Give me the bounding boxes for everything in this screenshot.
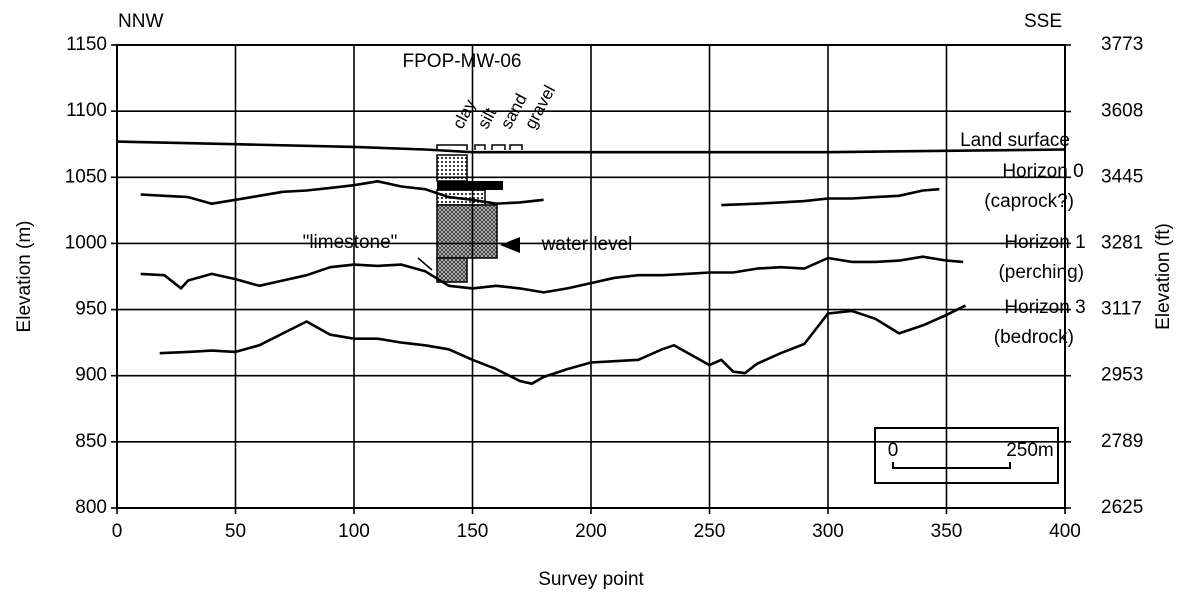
annotation: 0 [888, 440, 899, 461]
series-line [140, 255, 964, 294]
annotation: (bedrock) [994, 327, 1074, 348]
x-tick-label: 100 [338, 521, 370, 542]
series-label: Horizon 3 [1004, 297, 1085, 318]
x-axis-title: Survey point [538, 569, 644, 590]
annotation: NNW [118, 11, 163, 32]
well-log [417, 144, 523, 283]
annotation: (caprock?) [984, 191, 1074, 212]
annotation: water level [541, 234, 633, 255]
y2-axis-title: Elevation (ft) [1153, 223, 1174, 330]
series-label: Horizon 1 [1004, 232, 1085, 253]
x-tick-label: 350 [931, 521, 963, 542]
y-axis-title: Elevation (m) [14, 221, 35, 333]
y2-tick-label: 3773 [1101, 34, 1143, 55]
x-tick-label: 50 [225, 521, 246, 542]
annotation: FPOP-MW-06 [403, 51, 522, 72]
y2-tick-label: 2953 [1101, 365, 1143, 386]
x-tick-label: 200 [575, 521, 607, 542]
x-tick-label: 400 [1049, 521, 1081, 542]
y2-tick-label: 3281 [1101, 232, 1143, 253]
y-tick-label: 1050 [65, 166, 107, 187]
series-label: Horizon 0 [1002, 161, 1083, 182]
y-tick-label: 1000 [65, 232, 107, 253]
y-tick-label: 800 [75, 497, 107, 518]
y-tick-label: 950 [75, 299, 107, 320]
y-tick-label: 850 [75, 431, 107, 452]
x-tick-label: 300 [812, 521, 844, 542]
annotation: SSE [1024, 11, 1062, 32]
series-label: Land surface [960, 130, 1070, 151]
annotation: 250m [1006, 440, 1054, 461]
y2-tick-label: 3445 [1101, 166, 1143, 187]
series-line [140, 180, 940, 207]
y2-tick-label: 2789 [1101, 431, 1143, 452]
x-tick-label: 250 [694, 521, 726, 542]
x-tick-label: 150 [457, 521, 489, 542]
annotation: "limestone" [303, 232, 398, 253]
y-tick-label: 900 [75, 365, 107, 386]
annotation: clay [449, 96, 480, 132]
series-line [159, 304, 967, 385]
series-line [116, 140, 1066, 154]
y2-tick-label: 3608 [1101, 101, 1143, 122]
y2-tick-label: 3117 [1101, 299, 1142, 320]
y-tick-label: 1150 [66, 34, 107, 55]
y2-tick-label: 2625 [1101, 497, 1143, 518]
x-tick-label: 0 [112, 521, 123, 542]
annotation: (perching) [998, 262, 1084, 283]
scale-bar [874, 427, 1059, 484]
y-tick-label: 1100 [66, 100, 107, 121]
